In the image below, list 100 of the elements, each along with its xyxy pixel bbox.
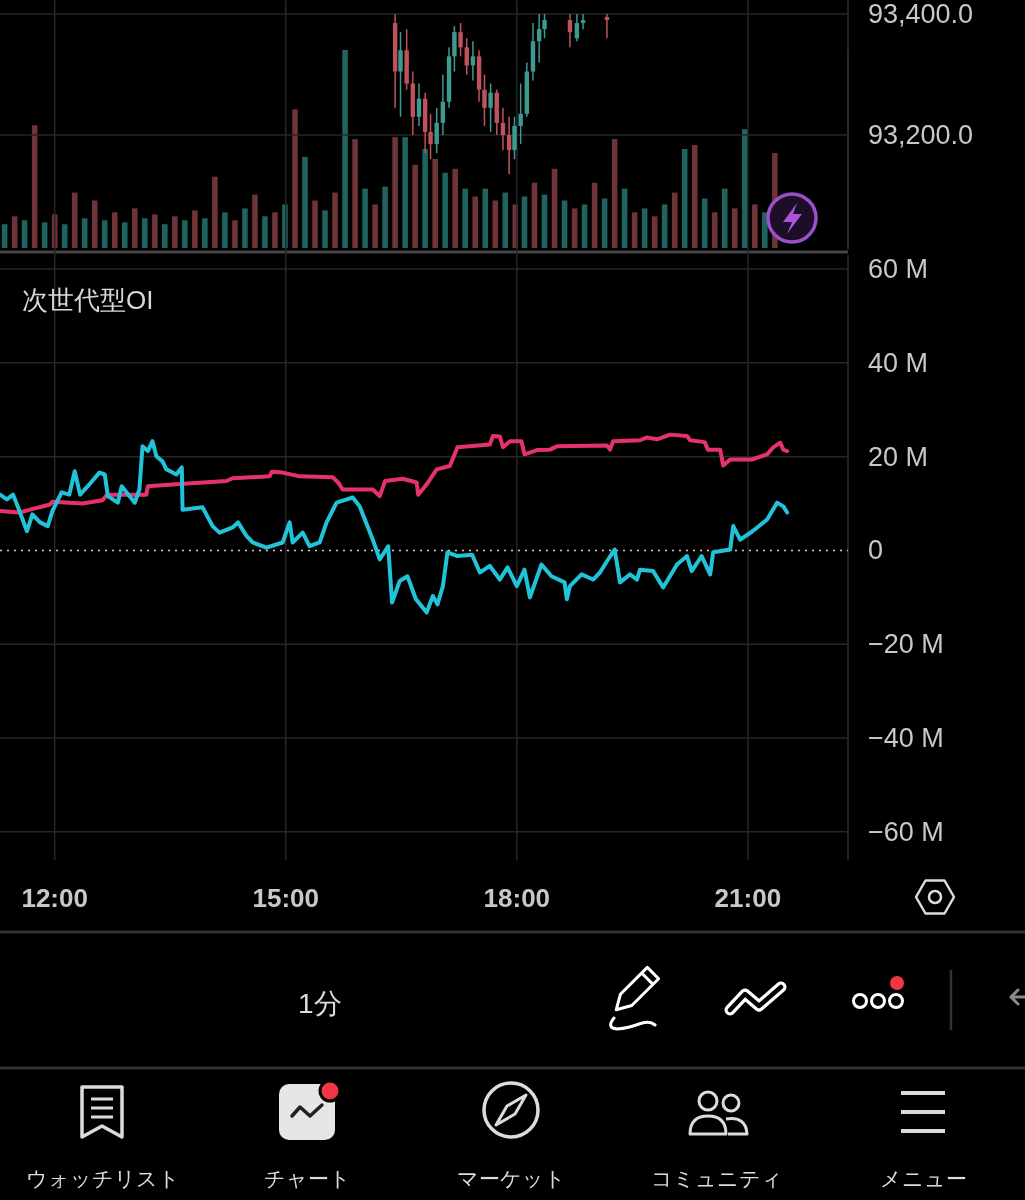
bar <box>362 188 368 248</box>
bar <box>462 188 468 248</box>
y-tick-label: −60 M <box>868 816 944 847</box>
candlestick <box>440 73 446 136</box>
bar <box>182 220 188 248</box>
text: チャート <box>263 1166 351 1190</box>
bar <box>142 218 148 248</box>
candlestick <box>580 13 586 30</box>
bar <box>41 222 48 248</box>
text: コミュニティ <box>651 1166 783 1190</box>
candlestick <box>488 82 493 133</box>
line-series <box>0 432 790 515</box>
bar <box>691 145 698 248</box>
bar <box>162 224 168 248</box>
bar <box>132 208 138 248</box>
bar <box>442 172 448 248</box>
bar <box>382 186 388 248</box>
candlestick <box>416 82 422 127</box>
bar <box>1 224 8 248</box>
candlestick <box>574 13 580 42</box>
y-tick-label: 20 M <box>868 441 929 472</box>
bar <box>272 212 278 248</box>
x-tick-label: 18:00 <box>483 883 551 913</box>
bar <box>492 200 499 248</box>
line-series <box>0 439 790 615</box>
candlestick <box>428 113 433 160</box>
bar <box>392 137 398 248</box>
candlestick <box>470 40 476 82</box>
bar <box>531 182 538 248</box>
bar <box>611 139 618 248</box>
bar <box>122 222 128 248</box>
text: メニュー <box>879 1166 967 1190</box>
bar <box>681 149 688 248</box>
bar <box>571 208 578 248</box>
bar <box>432 158 438 248</box>
bar <box>192 210 198 248</box>
bar <box>711 212 718 248</box>
bar <box>581 204 588 248</box>
bar <box>91 200 98 248</box>
text: ウォッチリスト <box>26 1166 180 1190</box>
bar <box>262 216 268 248</box>
candlestick <box>604 13 610 39</box>
bar <box>322 210 328 248</box>
text: 次世代型OI <box>22 285 154 315</box>
candlestick <box>506 116 512 176</box>
bar <box>202 218 208 248</box>
bar <box>452 168 458 248</box>
bar <box>61 224 68 248</box>
bar <box>342 50 348 248</box>
bar <box>402 137 408 248</box>
y-tick-label: −20 M <box>868 629 944 660</box>
bar <box>111 212 118 248</box>
bar <box>292 109 298 248</box>
candlestick <box>567 13 573 49</box>
candlestick <box>542 13 547 39</box>
bar <box>312 200 318 248</box>
text: マーケット <box>456 1166 566 1190</box>
x-tick-label: 21:00 <box>714 883 782 913</box>
bar <box>621 188 628 248</box>
y-tick-label: 0 <box>868 535 884 566</box>
candlestick <box>398 31 403 118</box>
bar <box>222 212 228 248</box>
bar <box>412 164 418 248</box>
bar <box>332 192 338 248</box>
y-tick-label: 93,400.0 <box>868 0 974 29</box>
bar <box>242 208 248 248</box>
bar <box>661 204 668 248</box>
bar <box>641 208 648 248</box>
bar <box>671 192 678 248</box>
bar <box>561 200 568 248</box>
candlestick <box>500 107 506 151</box>
bar <box>11 216 18 248</box>
x-tick-label: 15:00 <box>252 883 319 913</box>
bar <box>721 188 728 248</box>
bar <box>482 188 488 248</box>
y-tick-label: 60 M <box>868 254 929 285</box>
y-tick-label: 93,200.0 <box>868 120 974 151</box>
bar <box>631 212 638 248</box>
bar <box>651 216 658 248</box>
x-tick-label: 12:00 <box>21 883 88 913</box>
bar <box>101 220 108 248</box>
bar <box>762 212 768 248</box>
bar <box>732 208 738 248</box>
bar <box>232 220 238 248</box>
bar <box>352 139 358 248</box>
bar <box>212 176 218 248</box>
bar <box>591 182 598 248</box>
bar <box>372 204 378 248</box>
bar <box>701 198 708 248</box>
bar <box>472 196 478 248</box>
candlestick <box>434 107 439 154</box>
bar <box>81 218 88 248</box>
bar <box>252 194 258 248</box>
candlestick <box>518 82 523 145</box>
bar <box>541 194 548 248</box>
bar <box>551 168 558 248</box>
bar <box>302 156 308 248</box>
bar <box>152 214 158 248</box>
y-tick-label: −40 M <box>868 723 944 754</box>
candlestick <box>482 73 487 127</box>
